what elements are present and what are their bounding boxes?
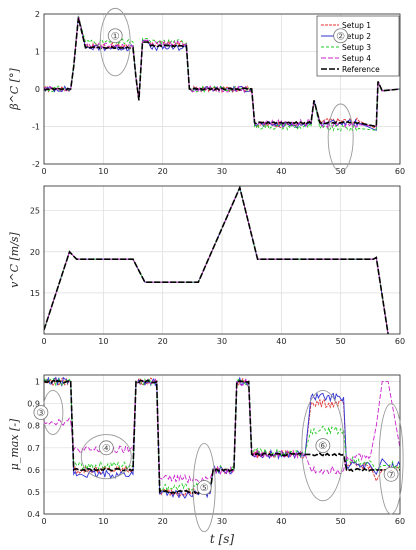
y-tick-label: 0.5: [27, 488, 40, 497]
x-tick-label: 10: [98, 517, 108, 526]
panel-2: 0 10 20 30 40 50 60 15 20 25 v^C [m/s]: [8, 185, 405, 346]
series-line-setup-4: [44, 186, 389, 334]
x-tick-label: 50: [336, 517, 346, 526]
axes-frame: [43, 13, 401, 165]
y-tick-label: 20: [30, 248, 40, 257]
series-line-setup-4: [44, 15, 400, 129]
axes-frame: [43, 185, 401, 335]
y-tick-label: 25: [30, 207, 40, 216]
legend-box: [316, 15, 400, 77]
x-tick-label: 0: [41, 167, 46, 176]
x-tick-label: 50: [336, 337, 346, 346]
x-tick-label: 10: [98, 337, 108, 346]
legend-label: Reference: [342, 65, 380, 74]
y-tick-label: 1: [35, 48, 40, 57]
y-tick-label: 0.4: [27, 510, 40, 519]
annotation-marker: [333, 28, 349, 44]
x-tick-label: 0: [41, 337, 46, 346]
annotation-ellipse: [99, 7, 131, 77]
x-tick-label: 30: [217, 337, 227, 346]
y-axis-label: μ_max [-]: [8, 418, 21, 470]
legend-label: Setup 4: [342, 54, 371, 63]
x-tick-label: 20: [158, 517, 168, 526]
annotation-marker: [196, 480, 212, 495]
legend-label: Setup 3: [342, 43, 371, 52]
y-tick-label: -2: [32, 160, 40, 169]
legend-label: Setup 2: [342, 32, 371, 41]
annotation-marker: [33, 405, 49, 420]
y-tick-label: 0.7: [27, 444, 40, 453]
x-tick-label: 60: [395, 517, 405, 526]
axes-frame: [43, 374, 401, 515]
y-tick-label: 1: [35, 378, 40, 387]
x-tick-label: 30: [217, 517, 227, 526]
annotation-label: ①: [111, 31, 120, 42]
x-tick-label: 20: [158, 337, 168, 346]
x-tick-label: 0: [41, 517, 46, 526]
annotation-marker: [107, 28, 123, 44]
series-line-setup-2: [44, 186, 389, 334]
annotation-marker: [98, 440, 114, 456]
annotation-label: ⑤: [200, 483, 209, 494]
x-tick-label: 40: [276, 517, 286, 526]
y-tick-label: -1: [32, 123, 40, 132]
x-tick-label: 30: [217, 167, 227, 176]
panel-3: 0 10 20 30 40 50 60 0.4 0.5 0.6 0.7 0.8 0.9 1 μ_max [-…: [8, 374, 405, 546]
y-tick-label: 0: [35, 85, 40, 94]
annotation-marker: [315, 438, 331, 454]
annotation-ellipse: [327, 103, 354, 172]
legend-label: Setup 1: [342, 21, 371, 30]
x-tick-label: 20: [158, 167, 168, 176]
x-tick-label: 40: [276, 337, 286, 346]
annotation-label: ④: [102, 443, 111, 454]
x-tick-label: 60: [395, 337, 405, 346]
series-line-setup-1: [44, 186, 389, 334]
series-line-reference: [44, 186, 389, 334]
annotation-ellipse: [80, 434, 132, 480]
annotation-ellipse: [378, 403, 404, 515]
x-axis-label: t [s]: [210, 532, 234, 546]
x-tick-label: 10: [98, 167, 108, 176]
annotation-ellipse: [192, 442, 216, 533]
y-tick-label: 0.9: [27, 400, 40, 409]
series-line-setup-3: [44, 376, 400, 493]
series-line-reference: [44, 17, 400, 128]
annotation-label: ③: [36, 408, 45, 419]
series-line-setup-4: [44, 378, 400, 484]
series-line-setup-3: [44, 186, 389, 334]
y-axis-label: v^C [m/s]: [8, 231, 21, 287]
y-tick-label: 0.8: [27, 422, 40, 431]
annotation-ellipse: [301, 389, 345, 502]
annotation-label: ⑦: [387, 470, 396, 481]
annotation-marker: [383, 466, 399, 482]
y-axis-label: β^C [°]: [8, 68, 21, 111]
annotation-label: ②: [336, 31, 345, 42]
annotation-label: ⑥: [318, 441, 327, 452]
x-tick-label: 40: [276, 167, 286, 176]
x-tick-label: 60: [395, 167, 405, 176]
y-tick-label: 15: [30, 289, 40, 298]
y-tick-label: 0.6: [27, 466, 40, 475]
y-tick-label: 2: [35, 10, 40, 19]
